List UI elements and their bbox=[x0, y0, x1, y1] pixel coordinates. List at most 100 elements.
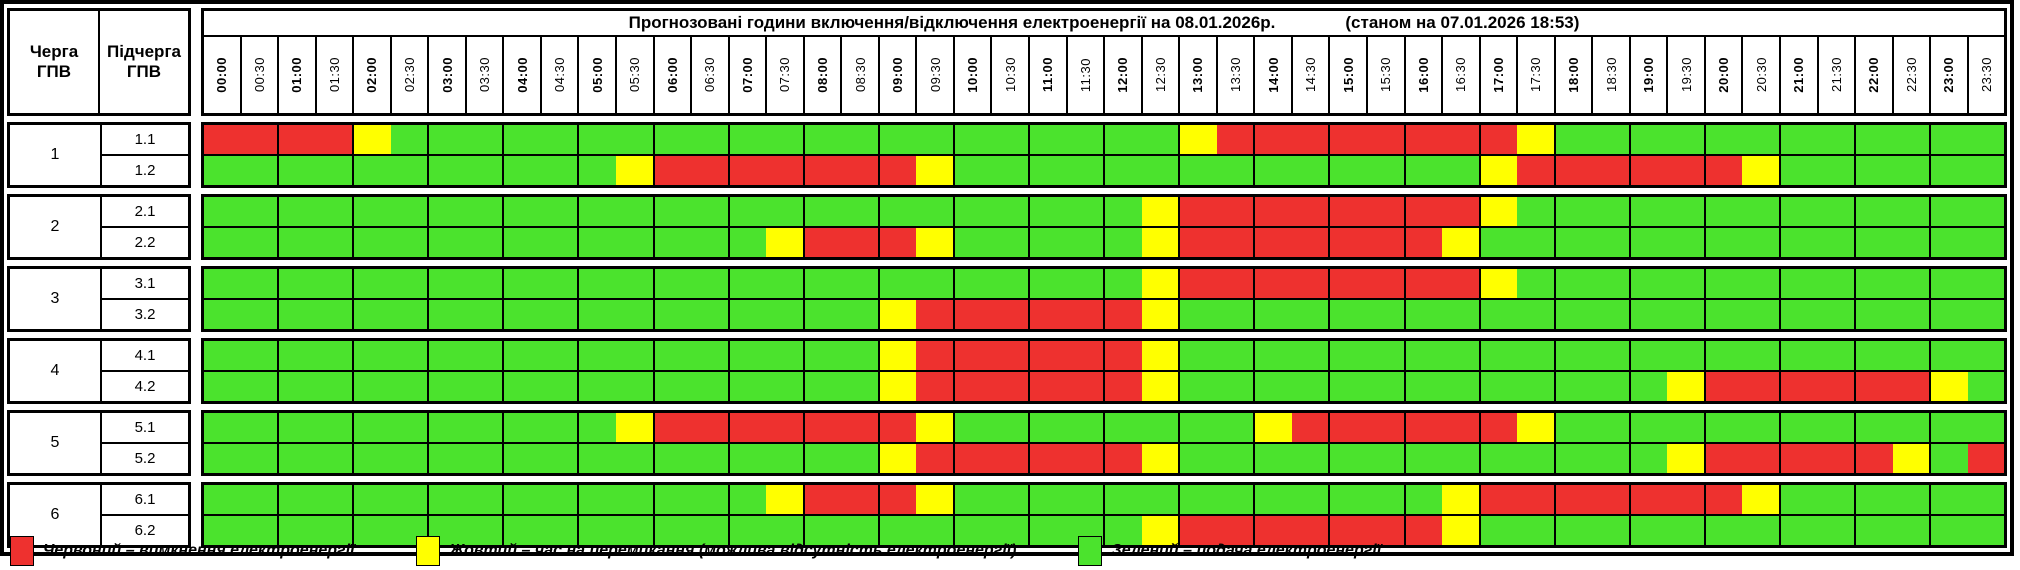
slot-cell-02-00 bbox=[352, 300, 391, 329]
time-label: 19:30 bbox=[1678, 57, 1694, 93]
column-gap bbox=[191, 338, 201, 404]
subqueue-label-5.2: 5.2 bbox=[102, 442, 188, 473]
time-column-19-30: 19:30 bbox=[1666, 36, 1704, 113]
slot-cell-20-30 bbox=[1742, 156, 1779, 185]
legend-label: Жовтий – час на перемикання (можлива від… bbox=[449, 542, 1017, 559]
slot-cell-12-30 bbox=[1141, 372, 1179, 401]
column-gap bbox=[191, 194, 201, 260]
slot-cell-01-00 bbox=[277, 156, 316, 185]
slot-cell-00-00 bbox=[204, 228, 241, 257]
slot-cell-15-30 bbox=[1366, 516, 1404, 545]
slot-cell-22-30 bbox=[1892, 269, 1930, 298]
time-column-10-00: 10:00 bbox=[952, 36, 991, 113]
schedule-grid-box bbox=[201, 122, 2007, 188]
slot-cell-11-30 bbox=[1066, 300, 1104, 329]
slot-cell-06-30 bbox=[691, 197, 728, 226]
slot-cell-10-30 bbox=[991, 269, 1029, 298]
slot-cell-16-00 bbox=[1403, 300, 1443, 329]
slot-cell-09-30 bbox=[916, 197, 953, 226]
legend-item-switch: Жовтий – час на перемикання (можлива від… bbox=[416, 536, 1016, 566]
slot-cell-16-00 bbox=[1403, 341, 1443, 370]
slot-cell-01-30 bbox=[315, 156, 353, 185]
legend-swatch-off bbox=[10, 536, 34, 566]
slot-cell-09-30 bbox=[916, 125, 953, 154]
time-column-02-00: 02:00 bbox=[352, 36, 390, 113]
time-column-22-30: 22:30 bbox=[1891, 36, 1930, 113]
slot-cell-05-30 bbox=[616, 300, 653, 329]
slot-cell-04-00 bbox=[502, 197, 541, 226]
slot-cell-19-00 bbox=[1628, 413, 1668, 442]
slot-cell-15-30 bbox=[1366, 269, 1404, 298]
time-label: 06:00 bbox=[664, 57, 680, 93]
slot-cell-05-00 bbox=[577, 125, 617, 154]
slot-cell-22-00 bbox=[1854, 485, 1893, 514]
slot-cell-20-00 bbox=[1703, 341, 1743, 370]
slot-cell-00-30 bbox=[240, 197, 278, 226]
slot-cell-17-00 bbox=[1478, 228, 1518, 257]
queue-labels-box: 4 4.1 4.2 bbox=[7, 338, 191, 404]
slot-cell-04-30 bbox=[540, 485, 578, 514]
time-label: 02:30 bbox=[402, 57, 417, 93]
queue-group-1: 1 1.1 1.2 bbox=[7, 122, 2007, 188]
slot-cell-20-30 bbox=[1742, 228, 1779, 257]
time-column-23-30: 23:30 bbox=[1966, 36, 2005, 113]
legend-item-off: Червоний – вимкнення електроенергії bbox=[10, 536, 354, 566]
slot-cell-23-30 bbox=[1967, 444, 2005, 473]
slot-cell-13-30 bbox=[1216, 228, 1254, 257]
time-column-03-30: 03:30 bbox=[464, 36, 503, 113]
slot-cell-16-00 bbox=[1403, 413, 1443, 442]
slot-cell-16-30 bbox=[1442, 485, 1479, 514]
slot-cell-23-00 bbox=[1929, 413, 1968, 442]
slot-cell-07-00 bbox=[727, 156, 767, 185]
slot-cell-03-30 bbox=[465, 341, 503, 370]
slot-cell-10-00 bbox=[952, 444, 992, 473]
slot-cell-15-00 bbox=[1328, 125, 1367, 154]
schedule-row-2.1 bbox=[204, 197, 2005, 226]
time-column-15-30: 15:30 bbox=[1365, 36, 1404, 113]
slot-cell-06-00 bbox=[652, 197, 692, 226]
queue-number: 6 bbox=[10, 485, 102, 545]
slot-cell-06-00 bbox=[652, 413, 692, 442]
slot-cell-19-00 bbox=[1628, 197, 1668, 226]
slot-cell-12-30 bbox=[1141, 156, 1179, 185]
slot-cell-23-30 bbox=[1967, 300, 2005, 329]
slot-cell-07-30 bbox=[766, 516, 803, 545]
slot-cell-17-00 bbox=[1478, 413, 1518, 442]
slot-cell-02-00 bbox=[352, 341, 391, 370]
slot-cell-10-30 bbox=[991, 341, 1029, 370]
slot-cell-11-00 bbox=[1028, 444, 1067, 473]
schedule-grid-box bbox=[201, 266, 2007, 332]
slot-cell-18-30 bbox=[1592, 372, 1629, 401]
slot-cell-10-00 bbox=[952, 485, 992, 514]
slot-cell-13-00 bbox=[1178, 341, 1217, 370]
slot-cell-03-30 bbox=[465, 156, 503, 185]
time-label: 00:30 bbox=[251, 57, 267, 93]
slot-cell-12-00 bbox=[1103, 485, 1142, 514]
queue-group-4: 4 4.1 4.2 bbox=[7, 338, 2007, 404]
slot-cell-00-30 bbox=[240, 372, 278, 401]
slot-cell-16-00 bbox=[1403, 125, 1443, 154]
slot-cell-07-00 bbox=[727, 485, 767, 514]
subqueue-column-header: Підчерга ГПВ bbox=[98, 11, 188, 113]
time-label: 03:30 bbox=[477, 57, 493, 93]
slot-cell-09-30 bbox=[916, 269, 953, 298]
slot-cell-16-30 bbox=[1442, 228, 1479, 257]
slot-cell-17-30 bbox=[1517, 444, 1554, 473]
slot-cell-17-30 bbox=[1517, 516, 1554, 545]
time-label: 08:00 bbox=[815, 57, 831, 93]
time-column-07-30: 07:30 bbox=[765, 36, 803, 113]
slot-cell-02-00 bbox=[352, 485, 391, 514]
slot-cell-07-30 bbox=[766, 485, 803, 514]
slot-cell-08-30 bbox=[841, 228, 878, 257]
slot-cell-03-00 bbox=[427, 413, 466, 442]
slot-cell-04-00 bbox=[502, 413, 541, 442]
slot-cell-15-00 bbox=[1328, 413, 1367, 442]
slot-cell-20-00 bbox=[1703, 485, 1743, 514]
slot-cell-19-00 bbox=[1628, 372, 1668, 401]
slot-cell-17-00 bbox=[1478, 269, 1518, 298]
slot-cell-13-30 bbox=[1216, 485, 1254, 514]
slot-cell-03-00 bbox=[427, 444, 466, 473]
slot-cell-21-00 bbox=[1778, 485, 1818, 514]
slot-cell-14-00 bbox=[1253, 516, 1292, 545]
time-column-16-00: 16:00 bbox=[1403, 36, 1442, 113]
